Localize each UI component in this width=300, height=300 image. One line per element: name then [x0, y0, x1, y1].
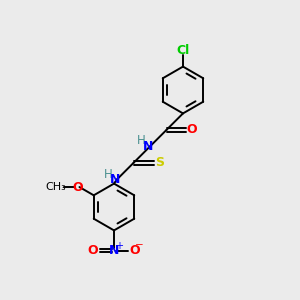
Text: O: O: [187, 123, 197, 136]
Text: +: +: [115, 241, 123, 251]
Text: O: O: [88, 244, 98, 257]
Text: N: N: [143, 140, 154, 153]
Text: H: H: [137, 134, 146, 148]
Text: Cl: Cl: [176, 44, 190, 57]
Text: N: N: [110, 173, 121, 186]
Text: N: N: [109, 244, 119, 257]
Text: S: S: [155, 156, 164, 170]
Text: −: −: [134, 240, 143, 250]
Text: O: O: [130, 244, 140, 257]
Text: H: H: [104, 167, 113, 181]
Text: CH₃: CH₃: [45, 182, 66, 192]
Text: O: O: [73, 181, 83, 194]
